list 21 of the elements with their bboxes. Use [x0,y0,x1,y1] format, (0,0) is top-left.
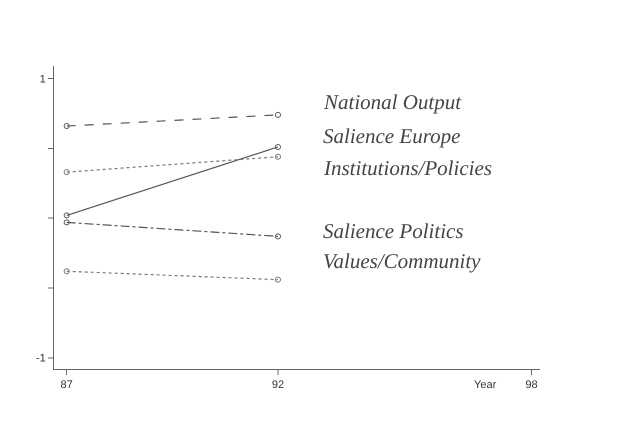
point [274,112,281,118]
text: National Output [323,90,462,114]
text: Salience Europe [323,124,460,148]
x-tick-label: 87 [60,379,73,392]
x-tick-label: 92 [272,379,284,392]
text: Values/Community [323,249,482,273]
x-axis-title: Year [474,379,497,391]
point [64,169,70,176]
point [274,233,281,240]
point [274,144,281,150]
y-tick-label: -1 [36,352,46,365]
point [64,268,70,274]
point [64,212,70,218]
text: Salience Politics [323,219,464,243]
point [274,154,281,160]
point [274,276,281,283]
y-tick-label: 1 [40,73,46,86]
text: Institutions/Policies [323,156,492,180]
point [64,219,70,226]
point [64,123,70,130]
x-tick-label: 98 [525,379,538,392]
